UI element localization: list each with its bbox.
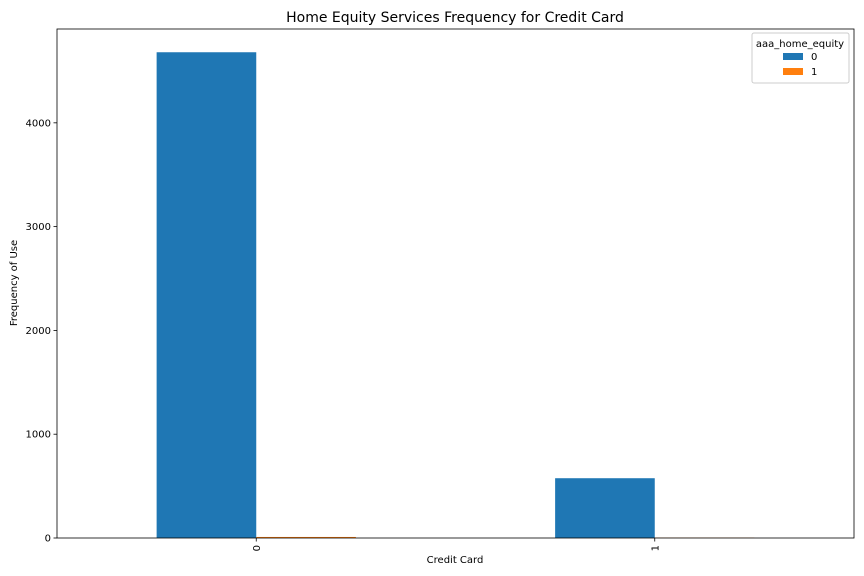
y-tick-label: 2000 (26, 326, 51, 337)
legend-label-1: 1 (811, 67, 817, 78)
plot-frame (56, 28, 855, 539)
y-axis-label: Frequency of Use (9, 240, 20, 326)
chart-title: Home Equity Services Frequency for Credi… (286, 10, 624, 26)
y-tick-label: 1000 (26, 430, 51, 441)
legend-label-0: 0 (811, 52, 817, 63)
y-tick-label: 4000 (26, 118, 51, 129)
bar-series-0-cat-1 (555, 478, 655, 538)
legend-title: aaa_home_equity (756, 39, 844, 50)
legend: aaa_home_equity 0 1 (751, 32, 850, 84)
plot-area: 0 1000 2000 3000 4000 0 1 (26, 52, 755, 551)
legend-swatch-0 (783, 53, 803, 60)
x-axis-label: Credit Card (427, 555, 484, 566)
x-tick-label: 1 (650, 545, 661, 551)
x-tick-label: 0 (252, 545, 263, 551)
y-tick-label: 0 (45, 534, 51, 545)
bar-series-0-cat-0 (156, 52, 257, 538)
legend-swatch-1 (783, 68, 803, 75)
bar-series-1-cat-0 (256, 536, 356, 538)
y-tick-label: 3000 (26, 222, 51, 233)
